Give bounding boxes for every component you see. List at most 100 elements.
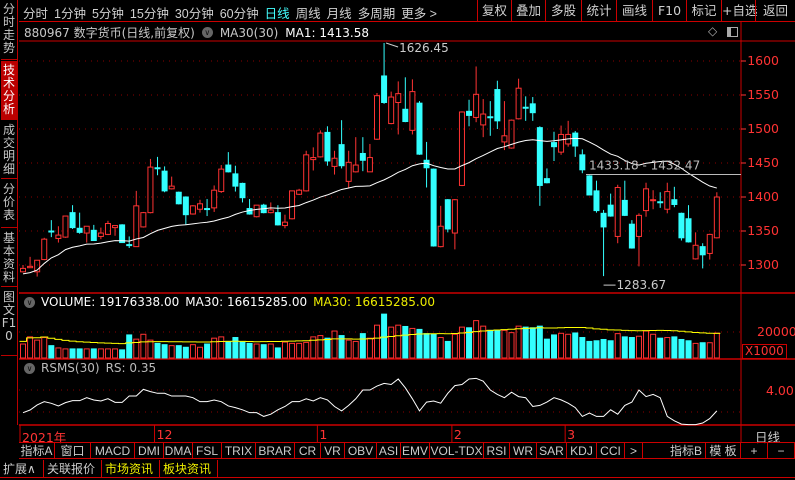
- candle: [572, 132, 579, 147]
- toolbar-button[interactable]: 标记: [686, 0, 721, 22]
- period-tab[interactable]: 日线: [264, 7, 290, 21]
- volume-bar: [402, 325, 409, 359]
- volume-bar: [260, 344, 267, 359]
- side-tab[interactable]: 分价表: [1, 180, 17, 228]
- volume-bar: [381, 313, 388, 359]
- panel-toggle-icon[interactable]: [727, 27, 738, 37]
- collapse-icon[interactable]: ∨: [24, 296, 35, 308]
- period-tab[interactable]: 更多 >: [401, 7, 437, 21]
- candle: [635, 214, 642, 237]
- volume-bar: [83, 348, 90, 359]
- candle: [359, 152, 366, 161]
- period-tab[interactable]: 分时: [23, 7, 49, 21]
- side-tab[interactable]: 分时走势: [1, 0, 17, 60]
- volume-bar: [126, 334, 133, 359]
- side-tab[interactable]: 图文F10: [1, 288, 17, 356]
- volume-bar: [706, 342, 713, 359]
- toolbar-button[interactable]: F10: [652, 0, 686, 22]
- side-tab[interactable]: 成交明细: [1, 121, 17, 179]
- indicator-right-button[interactable]: 模 板: [706, 443, 741, 459]
- volume-header: ∨ VOLUME: 19176338.00 MA30: 16615285.00 …: [24, 295, 435, 309]
- candle: [274, 212, 281, 226]
- candle: [303, 154, 310, 192]
- bottom-tab[interactable]: 关联报价: [44, 460, 102, 478]
- candle: [466, 110, 473, 116]
- indicator-tab[interactable]: WR: [510, 443, 537, 459]
- candle: [458, 111, 465, 186]
- volume-bar: [487, 329, 494, 359]
- indicator-tab[interactable]: RSI: [484, 443, 510, 459]
- time-label: 2: [453, 427, 462, 442]
- indicator-tab[interactable]: BRAR: [256, 443, 295, 459]
- candle: [182, 196, 189, 216]
- candle: [522, 106, 529, 109]
- indicator-right-button[interactable]: 指标B: [667, 443, 706, 459]
- indicator-tab[interactable]: EMV: [401, 443, 430, 459]
- toolbar-button[interactable]: 画线: [616, 0, 652, 22]
- period-tab[interactable]: 30分钟: [174, 7, 214, 21]
- volume-bar: [296, 342, 303, 359]
- toolbar-button[interactable]: 叠加: [511, 0, 545, 22]
- toolbar-button[interactable]: 统计: [581, 0, 616, 22]
- time-label: 3: [567, 427, 576, 442]
- volume-bar: [189, 344, 196, 359]
- indicator-right-button[interactable]: −: [768, 443, 795, 459]
- indicator-tab[interactable]: VR: [321, 443, 345, 459]
- toolbar-button[interactable]: 复权: [477, 0, 511, 22]
- bottom-tab[interactable]: 扩展∧: [0, 460, 44, 478]
- candle: [614, 186, 621, 237]
- collapse-icon[interactable]: ∨: [201, 27, 213, 38]
- indicator-tab[interactable]: KDJ: [567, 443, 597, 459]
- side-tab[interactable]: 基本资料: [1, 229, 17, 287]
- indicator-tab[interactable]: CCI: [597, 443, 625, 459]
- candle: [253, 204, 260, 218]
- indicator-right-button[interactable]: +: [741, 443, 768, 459]
- candle: [643, 188, 650, 212]
- period-label: 日线: [755, 430, 781, 445]
- candle: [338, 144, 345, 167]
- side-tab[interactable]: 技术分析: [1, 61, 17, 120]
- volume-bar: [664, 337, 671, 359]
- bottom-tab[interactable]: 板块资讯: [160, 460, 218, 478]
- indicator-tab[interactable]: DMA: [164, 443, 193, 459]
- indicator-tab[interactable]: CR: [295, 443, 321, 459]
- indicator-tab[interactable]: DMI: [135, 443, 164, 459]
- volume-bar: [274, 347, 281, 359]
- period-tab[interactable]: 15分钟: [129, 7, 169, 21]
- indicator-tab[interactable]: ASI: [377, 443, 401, 459]
- toolbar-button[interactable]: +自选: [721, 0, 757, 22]
- indicator-tab[interactable]: VOL-TDX: [430, 443, 484, 459]
- indicator-tab[interactable]: SAR: [537, 443, 567, 459]
- indicator-tab[interactable]: TRIX: [222, 443, 256, 459]
- volume-bar: [522, 326, 529, 359]
- period-tab[interactable]: 1分钟: [54, 7, 86, 21]
- diamond-icon[interactable]: ◇: [708, 24, 718, 38]
- indicator-tab[interactable]: 窗口: [55, 443, 91, 459]
- indicator-tab[interactable]: OBV: [345, 443, 377, 459]
- volume-bar: [62, 348, 69, 359]
- period-tab[interactable]: 5分钟: [91, 7, 124, 21]
- volume-bar: [232, 337, 239, 359]
- price-line-label: 1433.18 - 1432.47: [589, 158, 700, 172]
- candle: [487, 116, 494, 119]
- candle: [62, 215, 69, 238]
- period-tab[interactable]: 多周期: [357, 7, 396, 21]
- period-tab[interactable]: 60分钟: [219, 7, 259, 21]
- bottom-tab[interactable]: 市场资讯: [102, 460, 160, 478]
- toolbar-button[interactable]: 返回: [755, 0, 795, 22]
- indicator-tab[interactable]: >: [625, 443, 643, 459]
- volume-ma2: MA30: 16615285.00: [313, 295, 435, 309]
- indicator-tab[interactable]: 指标A: [19, 443, 55, 459]
- indicator-tab[interactable]: MACD: [91, 443, 135, 459]
- indicator-tab[interactable]: FSL: [193, 443, 222, 459]
- collapse-icon[interactable]: ∨: [24, 362, 35, 374]
- period-tab[interactable]: 周线: [295, 7, 321, 21]
- candle: [41, 238, 48, 261]
- candle: [593, 190, 600, 212]
- volume-bar: [586, 340, 593, 359]
- candle: [317, 132, 324, 158]
- toolbar-button[interactable]: 多股: [545, 0, 581, 22]
- period-tab[interactable]: 月线: [326, 7, 352, 21]
- volume-bar: [310, 336, 317, 359]
